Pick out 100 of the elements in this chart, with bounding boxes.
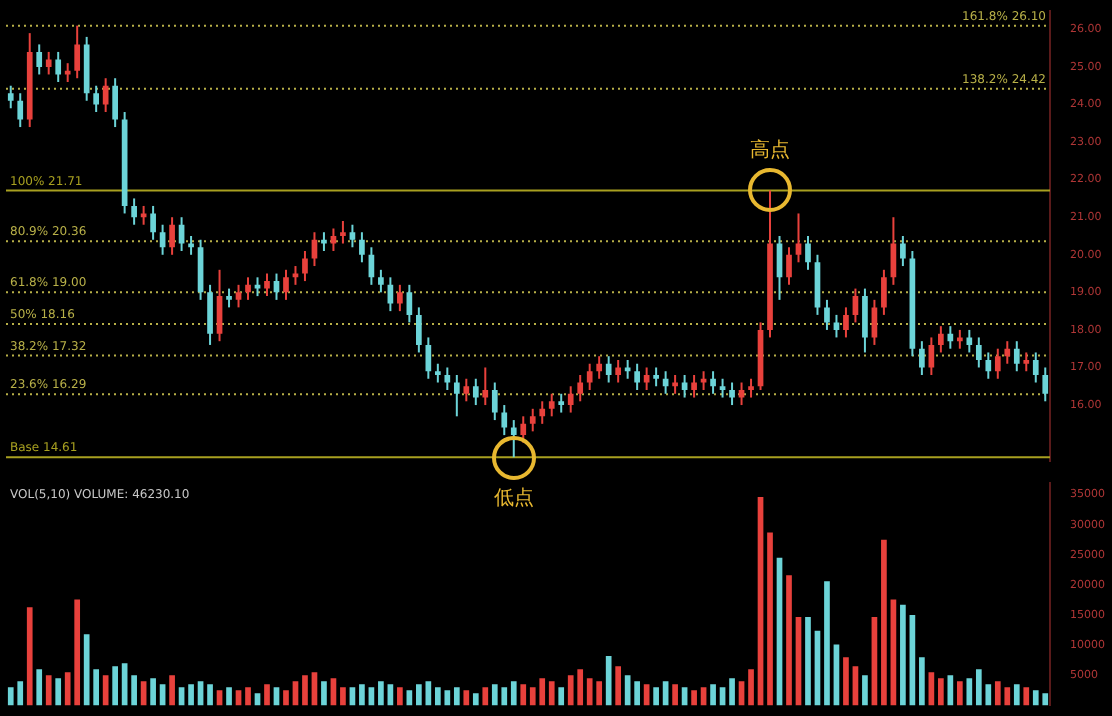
candlestick — [615, 358, 622, 384]
bar — [862, 675, 868, 706]
candlestick — [1023, 351, 1030, 373]
candlestick — [55, 50, 62, 83]
candlestick — [453, 374, 460, 418]
candlestick — [748, 377, 754, 399]
bar — [558, 687, 565, 706]
candlestick — [605, 355, 612, 384]
candlestick — [539, 400, 546, 425]
candlestick — [975, 336, 982, 369]
candlestick — [994, 347, 1001, 380]
candlestick — [245, 276, 251, 301]
candlestick — [862, 287, 868, 354]
candlestick — [596, 355, 603, 380]
bar — [881, 539, 887, 706]
candlestick — [900, 235, 906, 268]
candlestick — [17, 92, 24, 129]
candlestick — [586, 362, 593, 392]
bar — [150, 678, 156, 706]
bar — [112, 666, 118, 706]
bar — [786, 575, 792, 706]
candlestick — [254, 276, 261, 298]
bar — [472, 693, 479, 706]
candlestick — [643, 366, 650, 392]
candlestick — [833, 313, 840, 339]
candlestick — [491, 381, 498, 422]
candlestick — [824, 298, 830, 331]
bar — [824, 581, 830, 706]
candlestick — [359, 231, 365, 264]
candlestick — [226, 287, 232, 309]
candlestick — [501, 404, 508, 437]
bar — [321, 681, 327, 706]
bar — [378, 681, 384, 706]
bar — [169, 675, 175, 706]
candlestick — [397, 283, 403, 313]
candlestick — [985, 351, 992, 380]
bar — [302, 675, 308, 706]
bar — [947, 675, 954, 706]
candlestick — [340, 219, 346, 245]
candlestick — [45, 50, 52, 76]
candlestick — [463, 377, 470, 403]
bar — [359, 684, 365, 706]
candlestick — [843, 306, 849, 339]
bar — [188, 684, 194, 706]
candlestick — [102, 77, 109, 114]
bar — [672, 684, 678, 706]
bar — [919, 657, 925, 706]
candlestick — [520, 415, 527, 444]
bar — [397, 687, 403, 706]
candlestick — [919, 340, 925, 376]
bar — [729, 678, 735, 706]
bar — [653, 687, 659, 706]
bar — [283, 690, 289, 706]
bar — [102, 675, 109, 706]
bar — [548, 681, 555, 706]
candlestick — [378, 268, 384, 294]
candlestick — [302, 250, 308, 283]
candlestick — [653, 366, 659, 388]
bar — [26, 607, 33, 706]
candlestick — [700, 370, 707, 392]
candlestick — [1004, 340, 1011, 365]
candlestick — [93, 84, 100, 114]
bar — [900, 604, 906, 706]
candlestick — [330, 227, 337, 253]
bar — [615, 666, 622, 706]
bar — [1013, 684, 1020, 706]
bar — [45, 675, 52, 706]
candlestick — [112, 77, 118, 129]
bar — [264, 684, 270, 706]
candlestick — [264, 272, 270, 298]
bar — [520, 684, 527, 706]
candlestick — [169, 216, 175, 256]
candlestick — [1042, 366, 1049, 403]
bar — [805, 616, 811, 706]
annotation: 高点 — [748, 137, 792, 165]
candlestick — [786, 246, 792, 286]
candlestick — [283, 268, 289, 301]
candlestick — [558, 392, 565, 414]
candlestick — [510, 419, 517, 459]
candlestick — [729, 381, 735, 407]
bar — [340, 687, 346, 706]
candlestick — [738, 381, 745, 407]
bar — [36, 669, 43, 706]
bar — [710, 684, 716, 706]
candlestick — [947, 325, 954, 350]
bar — [482, 687, 489, 706]
candlestick — [577, 374, 584, 403]
bar — [748, 669, 754, 706]
candlestick — [472, 377, 479, 407]
candlestick — [131, 197, 137, 226]
candlestick — [444, 366, 451, 392]
candlestick — [150, 204, 156, 241]
candlestick — [548, 392, 555, 418]
candlestick — [938, 325, 944, 354]
candlestick — [7, 84, 14, 110]
bar — [453, 687, 460, 706]
candlestick — [207, 283, 213, 346]
candlestick — [691, 374, 697, 399]
bar — [605, 656, 612, 706]
candlestick — [434, 362, 441, 384]
